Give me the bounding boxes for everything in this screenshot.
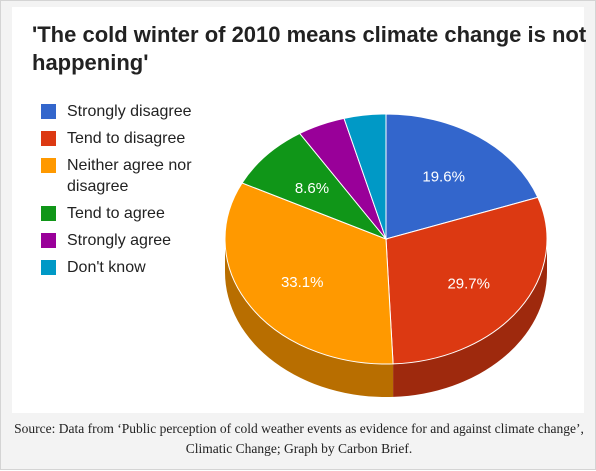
- legend-label: Neither agree nor disagree: [67, 157, 192, 195]
- source-caption: Source: Data from ‘Public perception of …: [14, 421, 584, 456]
- legend-label: Tend to disagree: [67, 130, 186, 147]
- legend-item-strongly-disagree: Strongly disagree: [41, 101, 241, 122]
- pie-label-group: 19.6% 29.7% 33.1% 8.6%: [281, 169, 490, 293]
- chart-legend: Strongly disagree Tend to disagree Neith…: [41, 101, 241, 284]
- legend-item-dont-know: Don't know: [41, 257, 241, 278]
- legend-item-tend-to-disagree: Tend to disagree: [41, 128, 241, 149]
- legend-item-neither: Neither agree nor disagree: [41, 155, 217, 197]
- pie-slice-2: [224, 182, 394, 365]
- chart-title: 'The cold winter of 2010 means climate c…: [32, 22, 587, 75]
- pie-slice-3: [241, 132, 388, 241]
- pie-side-2: [225, 239, 394, 398]
- pie-value-label-1: 29.7%: [447, 275, 490, 292]
- legend-swatch: [41, 260, 56, 275]
- legend-swatch: [41, 104, 56, 119]
- pie-side-1: [393, 239, 547, 397]
- legend-label: Don't know: [67, 259, 146, 276]
- pie-value-label-3: 8.6%: [295, 180, 329, 197]
- legend-item-strongly-agree: Strongly agree: [41, 230, 241, 251]
- legend-swatch: [41, 158, 56, 173]
- pie-value-label-2: 33.1%: [281, 274, 324, 291]
- pie-side-group: [225, 239, 547, 398]
- legend-label: Strongly agree: [67, 232, 172, 249]
- pie-slice-5: [343, 113, 387, 240]
- legend-swatch: [41, 206, 56, 221]
- pie-top-group: [224, 113, 548, 365]
- pie-slice-1: [385, 196, 548, 365]
- legend-label: Tend to agree: [67, 205, 165, 222]
- pie-value-label-0: 19.6%: [422, 169, 465, 186]
- legend-label: Strongly disagree: [67, 103, 192, 120]
- legend-swatch: [41, 233, 56, 248]
- legend-item-tend-to-agree: Tend to agree: [41, 203, 241, 224]
- legend-swatch: [41, 131, 56, 146]
